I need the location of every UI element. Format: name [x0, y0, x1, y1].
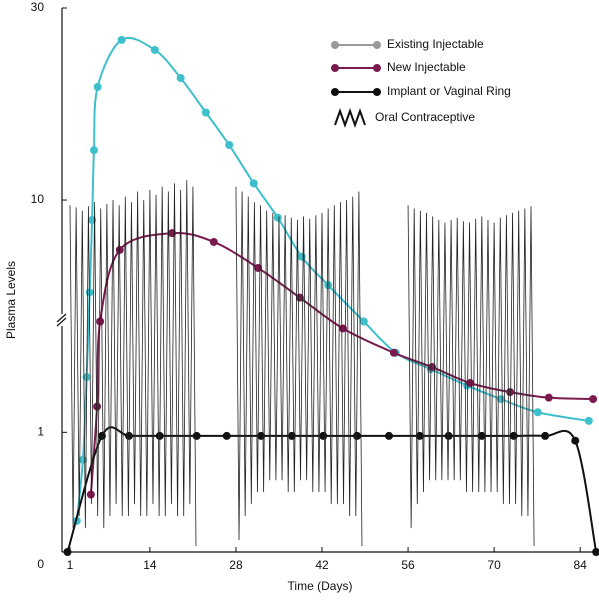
- legend-label: Implant or Vaginal Ring: [387, 84, 511, 98]
- data-point: [571, 436, 580, 445]
- legend-label: New Injectable: [387, 60, 466, 74]
- y-tick-label: 30: [31, 0, 45, 14]
- data-point: [93, 402, 102, 411]
- legend-label: Existing Injectable: [387, 37, 484, 51]
- data-point: [150, 45, 159, 54]
- x-tick-label: 70: [487, 558, 501, 572]
- y-tick-label: 10: [31, 192, 45, 206]
- data-point: [506, 388, 515, 397]
- data-point: [353, 431, 362, 440]
- data-point: [249, 179, 258, 188]
- data-point: [592, 548, 599, 556]
- data-point: [192, 431, 201, 440]
- data-point: [201, 108, 210, 117]
- data-point: [389, 348, 398, 357]
- data-point: [584, 416, 593, 425]
- data-point: [319, 431, 328, 440]
- data-point: [295, 293, 304, 302]
- data-point: [324, 281, 333, 290]
- x-tick-label: 28: [229, 558, 243, 572]
- data-point: [541, 431, 550, 440]
- data-point: [496, 395, 505, 404]
- data-point: [209, 237, 218, 246]
- y-tick-label: 1: [37, 424, 44, 438]
- y-tick-label: 0: [37, 557, 44, 571]
- legend-dot: [331, 64, 339, 72]
- axis-break-gap: [58, 314, 66, 326]
- spike-line: [69, 180, 535, 547]
- data-point: [533, 408, 542, 417]
- data-point: [86, 490, 95, 499]
- x-axis-label: Time (Days): [288, 579, 353, 593]
- data-point: [97, 431, 106, 440]
- data-point: [359, 317, 368, 326]
- data-point: [176, 74, 185, 83]
- x-tick-label: 14: [143, 558, 157, 572]
- data-point: [225, 141, 234, 150]
- axis-break: [56, 313, 67, 327]
- legend-dot: [373, 64, 381, 72]
- legend-label: Oral Contraceptive: [375, 110, 475, 124]
- legend-dot: [373, 41, 381, 49]
- legend-dot: [373, 88, 381, 96]
- x-tick-label: 1: [67, 558, 74, 572]
- data-point: [63, 548, 72, 556]
- data-point: [477, 431, 486, 440]
- x-tick-label: 56: [401, 558, 415, 572]
- legend-swatch: [334, 108, 366, 128]
- data-point: [385, 431, 394, 440]
- data-point: [117, 35, 126, 44]
- x-tick-label: 84: [573, 558, 587, 572]
- legend-dot: [331, 88, 339, 96]
- legend-dot: [331, 41, 339, 49]
- data-point: [297, 252, 306, 261]
- data-point: [222, 431, 231, 440]
- y-axis-label: Plasma Levels: [4, 261, 18, 339]
- data-point: [509, 431, 518, 440]
- data-point: [466, 379, 475, 388]
- data-point: [589, 395, 598, 404]
- data-point: [96, 317, 105, 326]
- data-point: [544, 393, 553, 402]
- data-point: [89, 146, 98, 155]
- x-tick-label: 42: [315, 558, 329, 572]
- data-point: [273, 213, 282, 222]
- data-point: [93, 82, 102, 91]
